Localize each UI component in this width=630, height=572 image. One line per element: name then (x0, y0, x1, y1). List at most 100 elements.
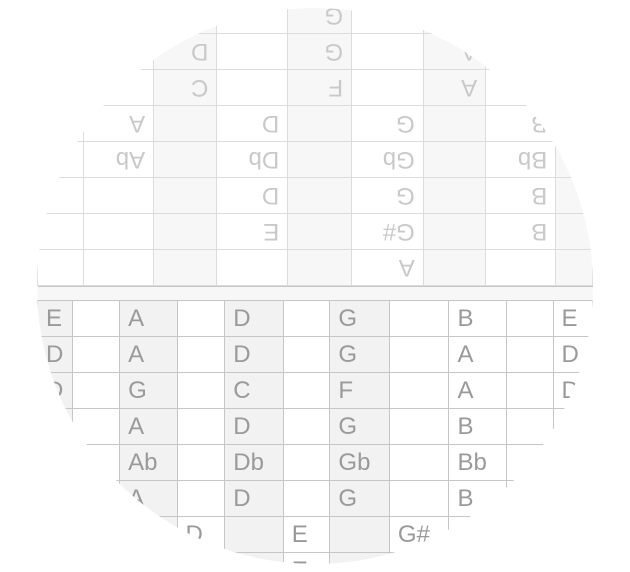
cell[interactable]: C (225, 373, 283, 409)
cell[interactable]: B (449, 409, 506, 445)
cell[interactable]: D (38, 337, 73, 373)
cell[interactable] (352, 70, 424, 106)
cell[interactable]: D (217, 178, 288, 214)
cell[interactable] (283, 337, 330, 373)
cell[interactable] (283, 301, 330, 337)
cell[interactable]: B (486, 214, 556, 250)
cell[interactable]: Gb (352, 142, 424, 178)
cell[interactable] (38, 553, 73, 565)
cell[interactable]: F (288, 70, 352, 106)
cell[interactable] (283, 481, 330, 517)
cell[interactable]: G# (389, 517, 449, 553)
cell[interactable] (288, 250, 352, 286)
cell[interactable] (120, 553, 177, 565)
cell[interactable] (389, 445, 449, 481)
cell[interactable]: D (556, 34, 593, 70)
cell[interactable] (556, 178, 593, 214)
cell[interactable]: E (283, 553, 330, 565)
cell[interactable] (486, 250, 556, 286)
cell[interactable]: E (217, 214, 288, 250)
cell[interactable] (120, 517, 177, 553)
cell[interactable] (154, 250, 217, 286)
cell[interactable] (389, 409, 449, 445)
cell[interactable] (84, 178, 154, 214)
cell[interactable] (389, 337, 449, 373)
cell[interactable] (38, 250, 84, 286)
cell[interactable] (423, 106, 485, 142)
cell[interactable]: E (38, 301, 73, 337)
cell[interactable] (177, 445, 225, 481)
cell[interactable]: G (330, 409, 390, 445)
cell[interactable] (352, 8, 424, 34)
cell[interactable] (449, 517, 506, 553)
cell[interactable]: E (556, 106, 593, 142)
cell[interactable]: A (38, 8, 84, 34)
cell[interactable] (283, 445, 330, 481)
cell[interactable]: Db (225, 445, 283, 481)
cell[interactable] (73, 373, 120, 409)
cell[interactable]: G (330, 481, 390, 517)
cell[interactable]: B (449, 301, 506, 337)
cell[interactable]: A (120, 409, 177, 445)
cell[interactable] (84, 8, 154, 34)
cell[interactable] (177, 337, 225, 373)
cell[interactable] (283, 373, 330, 409)
cell[interactable] (217, 70, 288, 106)
cell[interactable]: G (288, 34, 352, 70)
cell[interactable]: G (120, 373, 177, 409)
cell[interactable] (486, 70, 556, 106)
cell[interactable]: D (225, 481, 283, 517)
cell[interactable]: Bb (449, 445, 506, 481)
cell[interactable] (154, 142, 217, 178)
cell[interactable]: B (449, 481, 506, 517)
cell[interactable] (84, 250, 154, 286)
cell[interactable] (225, 553, 283, 565)
cell[interactable] (506, 445, 553, 481)
cell[interactable] (225, 517, 283, 553)
cell[interactable] (73, 301, 120, 337)
cell[interactable] (506, 373, 553, 409)
cell[interactable]: D (553, 373, 593, 409)
cell[interactable] (486, 34, 556, 70)
cell[interactable]: G (330, 337, 390, 373)
cell[interactable] (553, 553, 593, 565)
cell[interactable]: B (506, 517, 553, 553)
cell[interactable] (506, 337, 553, 373)
cell[interactable]: G (352, 178, 424, 214)
cell[interactable] (177, 553, 225, 565)
cell[interactable]: B (73, 517, 120, 553)
cell[interactable]: G (330, 301, 390, 337)
cell[interactable] (84, 70, 154, 106)
cell[interactable] (352, 34, 424, 70)
cell[interactable] (283, 409, 330, 445)
cell[interactable] (38, 481, 73, 517)
cell[interactable] (486, 8, 556, 34)
cell[interactable]: G (38, 70, 84, 106)
cell[interactable] (38, 214, 84, 250)
cell[interactable]: A (423, 70, 485, 106)
cell[interactable] (556, 250, 593, 286)
cell[interactable]: E (38, 409, 73, 445)
cell[interactable]: A (120, 481, 177, 517)
cell[interactable]: D (556, 70, 593, 106)
cell[interactable] (389, 481, 449, 517)
cell[interactable] (177, 409, 225, 445)
cell[interactable]: E (553, 301, 593, 337)
cell[interactable]: E (283, 517, 330, 553)
cell[interactable]: A (84, 106, 154, 142)
cell[interactable]: A (120, 301, 177, 337)
cell[interactable]: A (120, 337, 177, 373)
cell[interactable] (288, 178, 352, 214)
cell[interactable]: A (423, 34, 485, 70)
cell[interactable] (506, 409, 553, 445)
cell[interactable] (177, 373, 225, 409)
cell[interactable] (288, 106, 352, 142)
cell[interactable] (73, 445, 120, 481)
cell[interactable] (288, 142, 352, 178)
cell[interactable] (389, 373, 449, 409)
cell[interactable]: A (449, 373, 506, 409)
cell[interactable] (38, 178, 84, 214)
cell[interactable]: D (154, 34, 217, 70)
cell[interactable] (177, 481, 225, 517)
cell[interactable] (330, 553, 390, 565)
